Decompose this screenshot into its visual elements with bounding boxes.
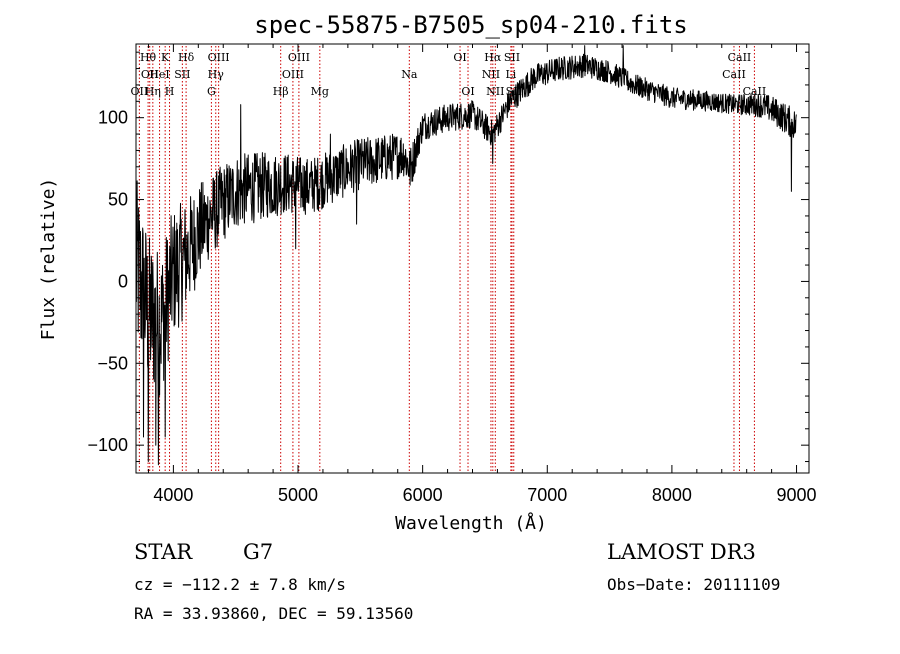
x-tick-label: 6000 [403, 485, 443, 505]
spectral-line-label: OI [461, 85, 474, 98]
spectral-line-label: CaII [743, 85, 767, 98]
chart-title: spec-55875-B7505_sp04-210.fits [254, 11, 687, 39]
sky-coordinates: RA = 33.93860, DEC = 59.13560 [134, 604, 413, 623]
x-tick-label: 8000 [652, 485, 692, 505]
spectral-line-label: OIII [282, 68, 304, 81]
y-axis-label: Flux (relative) [38, 178, 59, 341]
spectral-line-label: HeI [149, 68, 169, 81]
y-axis-ticks: −100 −50 0 50 100 [87, 51, 809, 463]
spectral-line-label: OIII [208, 51, 230, 64]
spectral-line-label: Mg [311, 85, 329, 98]
spectral-line-label: SII [174, 68, 190, 81]
spectral-line-label: CaII [722, 68, 746, 81]
x-tick-label: 9000 [777, 485, 817, 505]
spectral-line-label: NII [482, 68, 500, 81]
spectral-line-label: H [165, 85, 175, 98]
spectral-line-label: Hδ [178, 51, 195, 64]
spectral-line-label: Hα [484, 51, 502, 64]
y-tick-label: 100 [98, 108, 128, 128]
spectral-line-label: Na [401, 68, 418, 81]
spectral-line-labels: OIIHθOIIHηHeIKHSIIHδHγGOIIIHβOIIIOIIIMgN… [131, 51, 767, 98]
spectral-line-markers [138, 46, 755, 473]
spectral-line-label: Hθ [140, 51, 157, 64]
spectral-line-label: Li [505, 68, 516, 81]
spectrum-trace [135, 45, 797, 466]
x-tick-label: 4000 [153, 485, 193, 505]
x-tick-label: 5000 [278, 485, 318, 505]
spectral-line-label: G [207, 85, 216, 98]
spectral-line-label: OIII [288, 51, 310, 64]
spectral-line-label: Hγ [208, 68, 225, 81]
spectral-line-label: OI [453, 51, 466, 64]
x-axis-ticks: 4000 5000 6000 7000 8000 9000 [147, 44, 817, 505]
y-tick-label: 0 [118, 271, 128, 291]
redshift-velocity: cz = −112.2 ± 7.8 km/s [134, 575, 346, 594]
object-class: STAR [134, 540, 193, 564]
spectral-line-label: Hη [145, 85, 161, 98]
object-subclass: G7 [243, 540, 273, 564]
x-axis-label: Wavelength (Å) [395, 512, 547, 534]
observation-date: Obs−Date: 20111109 [607, 575, 780, 594]
spectral-line-label: SII [504, 51, 520, 64]
y-tick-label: 50 [108, 190, 128, 210]
spectral-line-label: NII [486, 85, 504, 98]
spectral-line-label: OII [141, 68, 159, 81]
y-tick-label: −100 [87, 435, 128, 455]
spectral-line-label: K [161, 51, 170, 64]
survey-release: LAMOST DR3 [607, 540, 756, 564]
spectral-line-label: CaII [728, 51, 752, 64]
spectral-line-label: OII [131, 85, 149, 98]
spectral-line-label: Hβ [273, 85, 289, 98]
x-tick-label: 7000 [527, 485, 567, 505]
y-tick-label: −50 [97, 353, 128, 373]
